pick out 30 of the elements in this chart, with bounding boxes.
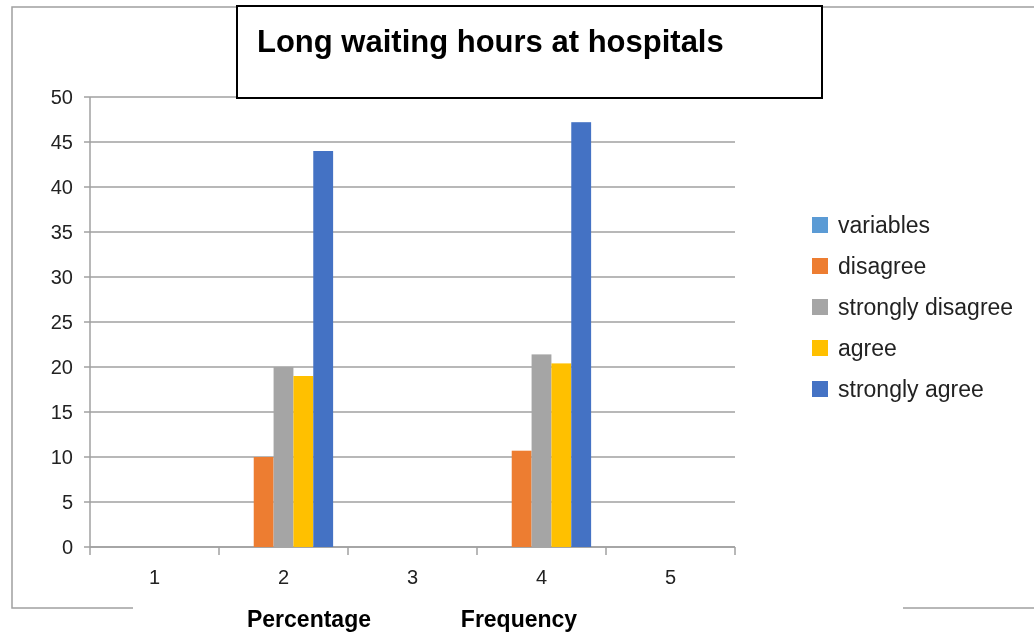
y-tick-label: 10	[50, 446, 73, 468]
x-tick-label: 3	[406, 566, 419, 588]
x-tick-label: 2	[277, 566, 290, 588]
chart-title: Long waiting hours at hospitals	[257, 24, 724, 59]
bar	[551, 363, 572, 547]
bar	[571, 122, 592, 547]
bar	[253, 457, 274, 547]
x-tick-label: 1	[148, 566, 161, 588]
y-tick-label: 15	[50, 401, 73, 423]
legend-label: agree	[838, 335, 897, 362]
y-tick-label: 50	[50, 86, 73, 108]
legend-label: strongly disagree	[838, 294, 1014, 321]
y-tick-label: 45	[50, 131, 73, 153]
y-tick-label: 5	[61, 491, 73, 513]
y-tick-label: 40	[50, 176, 73, 198]
bar	[313, 151, 334, 547]
legend-label: disagree	[838, 253, 927, 280]
bar	[293, 376, 314, 547]
y-tick-label: 25	[50, 311, 73, 333]
x-tick-label: 4	[535, 566, 548, 588]
y-tick-label: 30	[50, 266, 73, 288]
y-tick-label: 35	[50, 221, 73, 243]
bar	[511, 450, 532, 547]
text: Percentage	[246, 606, 372, 632]
x-tick-label: 5	[664, 566, 677, 588]
legend-label: variables	[838, 212, 931, 239]
legend-label: strongly agree	[838, 376, 984, 403]
y-tick-label: 20	[50, 356, 73, 378]
text: Frequency	[460, 606, 578, 632]
y-tick-label: 0	[61, 536, 73, 558]
